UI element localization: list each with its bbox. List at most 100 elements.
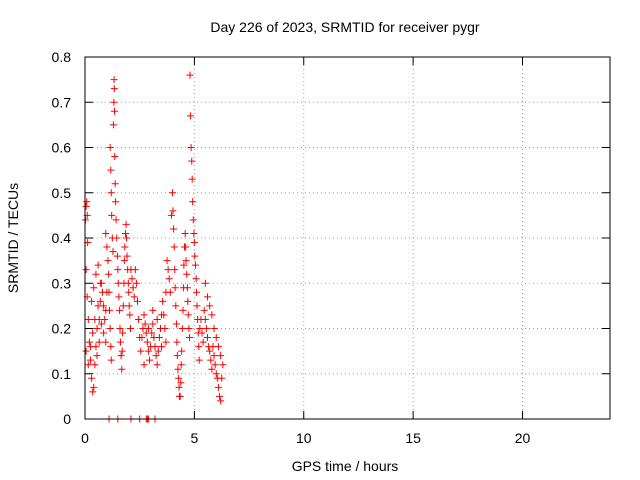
data-point: [192, 275, 200, 283]
data-point: [86, 356, 94, 364]
data-point: [178, 347, 186, 355]
data-point: [179, 306, 187, 314]
data-point: [100, 302, 108, 310]
data-point: [96, 297, 104, 305]
data-point: [104, 257, 112, 265]
data-point: [181, 229, 189, 237]
data-point: [106, 306, 113, 314]
data-point: [108, 211, 116, 219]
data-point: [169, 207, 177, 215]
y-tick-label: 0.6: [52, 140, 72, 156]
data-point: [217, 397, 225, 405]
data-point: [93, 352, 101, 360]
data-point: [214, 383, 222, 391]
data-point: [184, 297, 192, 305]
data-point: [176, 392, 184, 400]
data-point: [210, 325, 218, 332]
data-point: [148, 329, 156, 337]
data-point: [169, 189, 176, 197]
data-point: [89, 388, 97, 396]
data-point: [190, 239, 198, 247]
data-point: [189, 198, 197, 206]
data-point: [92, 270, 100, 278]
data-point: [211, 361, 219, 369]
data-point: [170, 225, 178, 233]
data-point: [112, 198, 120, 206]
data-point: [89, 329, 97, 337]
data-point: [109, 121, 117, 129]
data-point: [107, 343, 115, 351]
data-point: [183, 270, 191, 278]
data-point: [84, 361, 92, 369]
data-point: [88, 297, 96, 305]
data-point: [153, 361, 161, 369]
data-point: [96, 279, 104, 287]
data-point: [187, 144, 195, 151]
data-points: [81, 71, 227, 423]
data-point: [111, 153, 119, 161]
data-point: [173, 352, 181, 360]
data-point: [107, 356, 115, 364]
data-point: [111, 107, 119, 115]
data-point: [85, 338, 93, 346]
data-point: [91, 361, 99, 369]
data-point: [177, 379, 185, 387]
data-point: [202, 325, 210, 332]
data-point: [135, 315, 143, 323]
data-point: [110, 98, 118, 106]
data-point: [146, 356, 154, 364]
data-point: [189, 216, 197, 224]
data-point: [143, 338, 151, 346]
data-point: [210, 352, 218, 360]
data-point: [119, 329, 127, 337]
data-point: [195, 343, 203, 351]
data-point: [171, 266, 179, 274]
data-point: [113, 234, 121, 242]
data-point: [182, 243, 190, 251]
data-point: [162, 338, 170, 346]
data-point: [178, 325, 186, 332]
data-point: [107, 166, 115, 174]
data-point: [122, 220, 130, 228]
x-tick-label: 5: [190, 430, 198, 446]
data-point: [132, 279, 140, 287]
data-point: [131, 266, 139, 274]
x-tick-label: 0: [81, 430, 89, 446]
data-point: [88, 374, 96, 382]
data-point: [82, 347, 90, 355]
data-point: [115, 293, 123, 301]
axes: 0 0.1 0.2 0.3 0.4 0.5 0.6 0.7 0.8 0 5 10 15 20: [52, 49, 610, 446]
data-point: [188, 175, 196, 183]
data-point: [138, 334, 146, 342]
data-point: [174, 365, 182, 373]
data-point: [177, 361, 185, 369]
x-tick-label: 20: [515, 430, 531, 446]
x-tick-label: 15: [405, 430, 421, 446]
data-point: [161, 325, 169, 332]
data-point: [175, 374, 183, 382]
data-point: [159, 297, 167, 305]
data-point: [199, 338, 207, 346]
data-point: [200, 306, 208, 314]
data-point: [190, 229, 198, 237]
data-point: [207, 356, 215, 364]
data-point: [175, 383, 183, 391]
data-point: [204, 334, 211, 342]
y-tick-label: 0: [63, 411, 71, 427]
data-point: [183, 284, 191, 292]
x-tick-label: 10: [296, 430, 312, 446]
y-axis-label: SRMTID / TECUs: [5, 183, 21, 293]
data-point: [123, 234, 131, 242]
data-point: [154, 347, 162, 355]
data-point: [201, 279, 209, 287]
data-point: [86, 343, 94, 351]
y-tick-label: 0.2: [52, 321, 72, 337]
data-point: [123, 252, 131, 260]
data-point: [144, 347, 152, 355]
data-point: [153, 315, 161, 323]
chart-title: Day 226 of 2023, SRMTID for receiver pyg…: [210, 19, 480, 35]
data-point: [198, 329, 206, 337]
plot-frame: [84, 56, 611, 420]
data-point: [90, 284, 98, 292]
y-tick-label: 0.5: [52, 185, 72, 201]
